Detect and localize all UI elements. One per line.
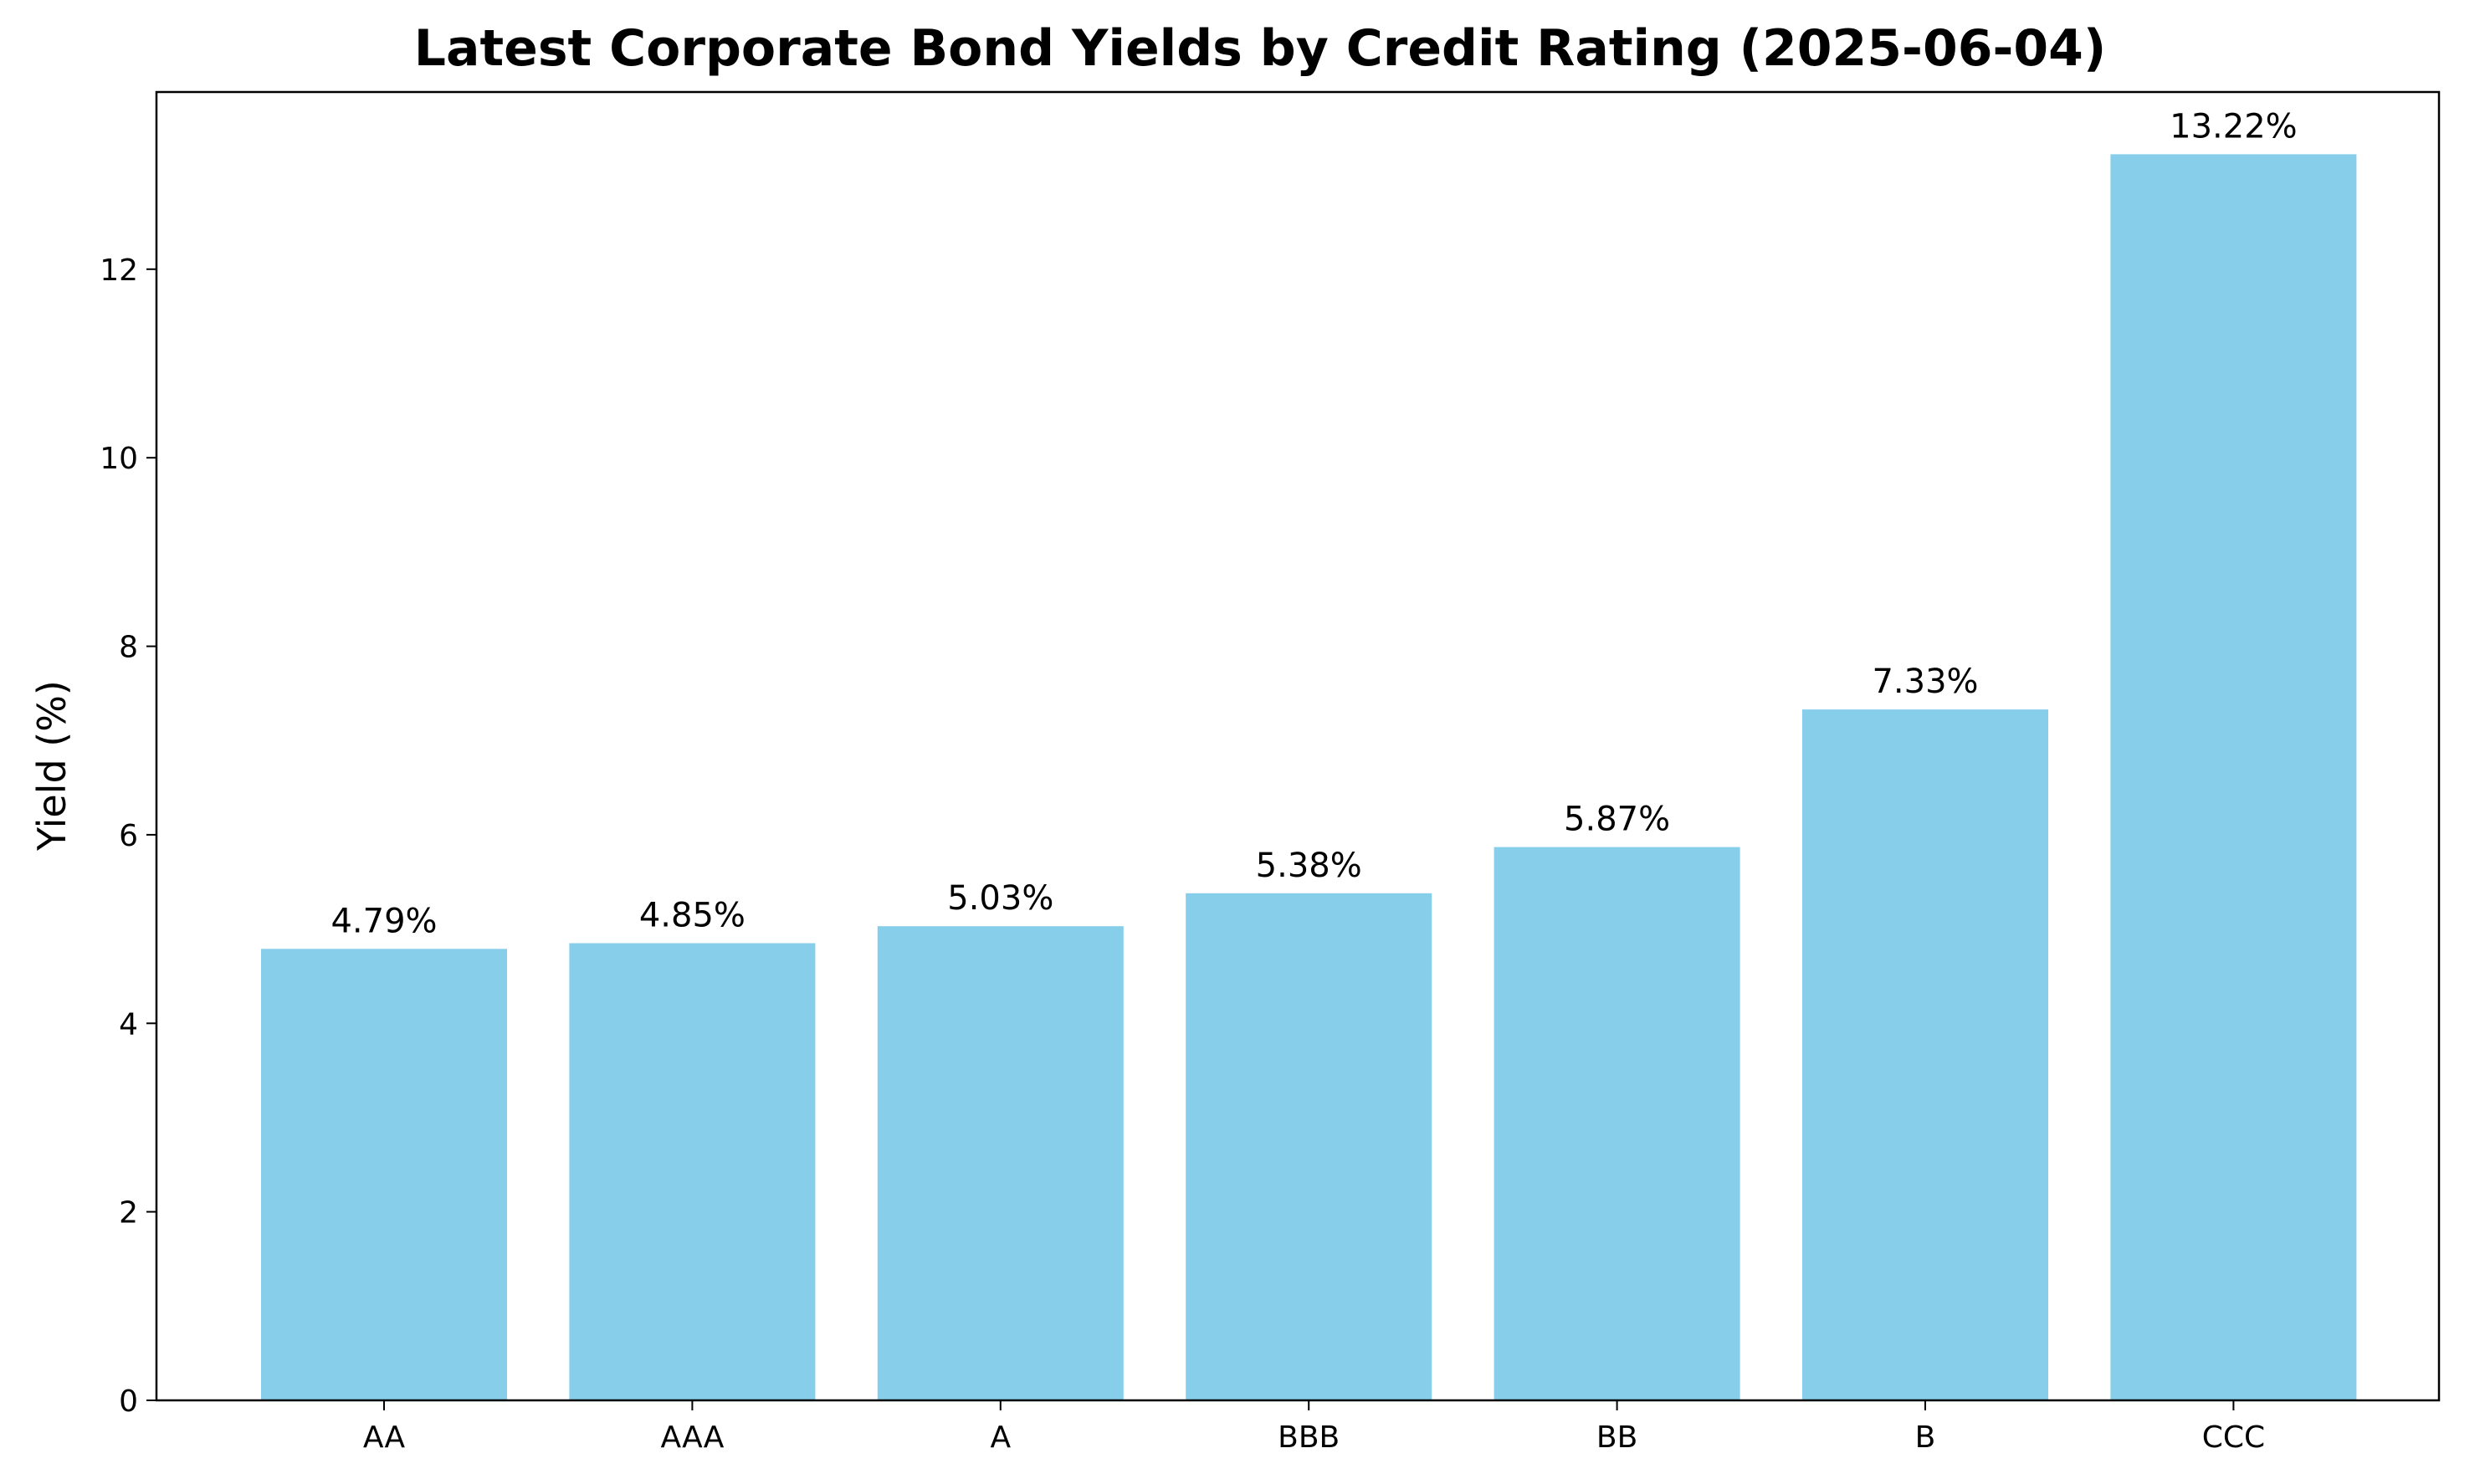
chart-title: Latest Corporate Bond Yields by Credit R…	[414, 19, 2107, 78]
plot-area: 4.79% AA 4.85% AAA 5.03% A 5.38% BBB 5.87% BB 7.33…	[100, 90, 2441, 1455]
x-tick-label-a: A	[990, 1420, 1011, 1455]
data-label-aaa: 4.85%	[639, 897, 746, 935]
data-label-b: 7.33%	[1872, 663, 1978, 701]
data-label-a: 5.03%	[947, 879, 1053, 918]
data-label-bb: 5.87%	[1564, 801, 1670, 839]
bar-bbb	[1186, 893, 1432, 1400]
y-axis-label: Yield (%)	[29, 680, 74, 852]
bar-aa	[261, 949, 507, 1400]
x-tick-label-aaa: AAA	[660, 1420, 724, 1455]
bar-b	[1802, 709, 2048, 1400]
bar-a	[877, 926, 1124, 1400]
y-tick-label-10: 10	[100, 442, 138, 476]
y-tick-label-6: 6	[119, 819, 138, 853]
bar-aaa	[569, 943, 816, 1400]
x-tick-label-bbb: BBB	[1278, 1420, 1340, 1455]
bar-ccc	[2110, 154, 2357, 1400]
data-label-aa: 4.79%	[330, 902, 437, 940]
data-label-ccc: 13.22%	[2170, 107, 2298, 146]
x-tick-label-bb: BB	[1596, 1420, 1637, 1455]
x-tick-label-ccc: CCC	[2202, 1420, 2265, 1455]
y-tick-label-8: 8	[119, 631, 138, 665]
data-label-bbb: 5.38%	[1256, 847, 1362, 885]
x-tick-label-aa: AA	[363, 1420, 406, 1455]
y-tick-label-0: 0	[119, 1384, 138, 1419]
y-tick-label-2: 2	[119, 1196, 138, 1231]
y-tick-label-4: 4	[119, 1007, 138, 1041]
plot-frame	[155, 90, 2441, 1402]
y-tick-label-12: 12	[100, 253, 138, 288]
bar-bb	[1494, 847, 1740, 1400]
x-tick-label-b: B	[1915, 1420, 1936, 1455]
